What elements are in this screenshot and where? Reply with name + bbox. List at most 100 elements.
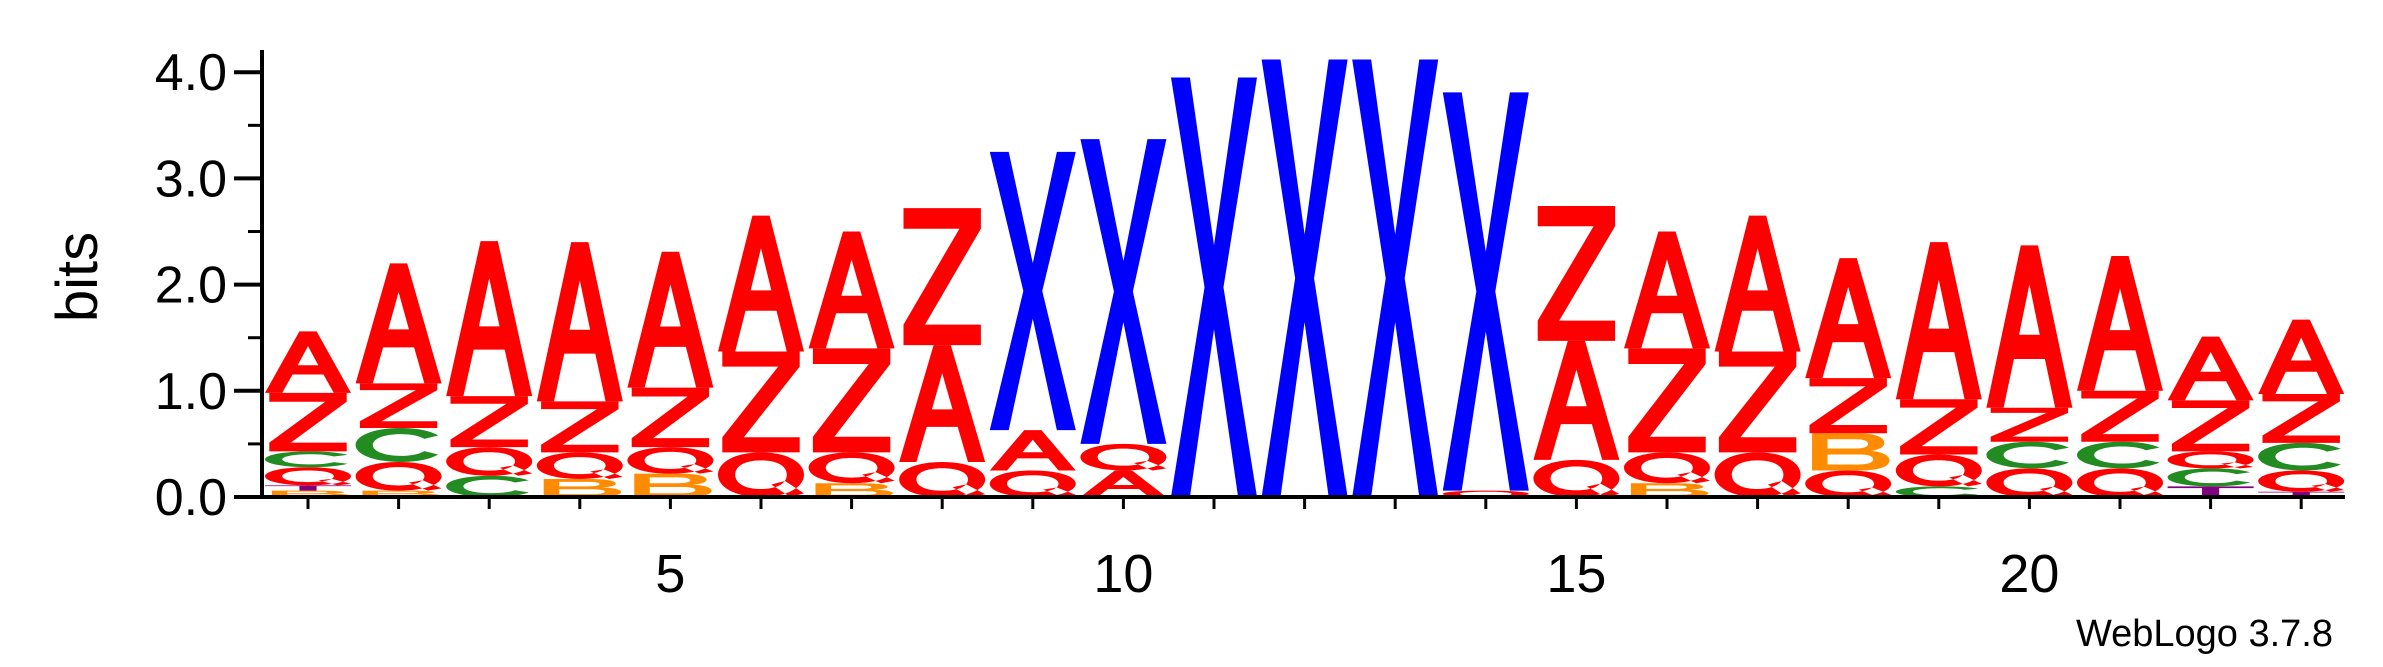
- letter-c-glyph: [2258, 442, 2341, 471]
- letter-q-glyph: [1080, 443, 1167, 471]
- letter-z-glyph: [722, 351, 800, 453]
- letter-a-glyph: [1533, 340, 1620, 460]
- stack-position-6: [718, 215, 804, 497]
- x-tick-label: 10: [1093, 544, 1153, 604]
- stack-position-19: [1895, 242, 1982, 497]
- letter-q-glyph: [1533, 459, 1620, 497]
- stack-position-2: [355, 263, 442, 497]
- letter-a-glyph: [2077, 255, 2163, 391]
- letter-c-glyph: [355, 427, 439, 462]
- letter-x-glyph: [1080, 139, 1167, 444]
- letter-b-glyph: [362, 490, 440, 497]
- letter-a-glyph: [989, 430, 1076, 471]
- letter-a-glyph: [355, 263, 442, 384]
- stack-position-13: [1352, 59, 1439, 497]
- stack-position-8: [899, 208, 986, 497]
- letter-q-glyph: [1624, 452, 1710, 484]
- stack-position-1: [265, 331, 351, 497]
- letter-z-glyph: [1628, 348, 1706, 453]
- stack-position-23: [2258, 319, 2345, 497]
- letter-q-glyph: [536, 452, 623, 479]
- letter-z-glyph: [1900, 399, 1978, 455]
- letter-a-glyph: [1714, 215, 1801, 352]
- letter-a-glyph: [2258, 319, 2345, 394]
- y-tick-label: 1.0: [155, 363, 227, 421]
- letter-q-glyph: [899, 461, 986, 497]
- x-tick-label: 20: [1999, 544, 2059, 604]
- letter-a-glyph: [627, 251, 714, 388]
- letter-c-glyph: [265, 451, 348, 468]
- letter-c-glyph: [1986, 441, 2069, 469]
- letter-a-glyph: [446, 241, 533, 397]
- letter-z-glyph: [631, 387, 710, 448]
- letter-stacks: [265, 59, 2345, 498]
- letter-a-glyph: [808, 231, 895, 349]
- letter-x-glyph: [1352, 59, 1439, 497]
- letter-t-glyph: [2258, 491, 2345, 497]
- y-tick-label: 0.0: [155, 469, 227, 527]
- stack-position-18: [1805, 258, 1892, 497]
- letter-z-glyph: [1537, 206, 1616, 341]
- letter-b-glyph: [1812, 433, 1890, 471]
- letter-q-glyph: [718, 452, 804, 497]
- axes: 0.0 1.0 2.0 3.0 4.0 5 10 15 20: [155, 44, 2345, 604]
- letter-a-glyph: [1624, 231, 1710, 349]
- letter-b-glyph: [815, 483, 893, 497]
- letter-q-glyph: [355, 461, 442, 491]
- letter-z-glyph: [2262, 394, 2340, 443]
- stack-position-9: [989, 151, 1076, 497]
- y-tick-label: 4.0: [155, 44, 227, 102]
- y-tick-label: 3.0: [155, 150, 227, 208]
- letter-q-glyph: [1895, 454, 1982, 487]
- letter-c-glyph: [2167, 468, 2251, 487]
- y-axis-label: bits: [45, 232, 110, 322]
- stack-position-17: [1714, 215, 1801, 497]
- letter-q-glyph: [1805, 470, 1892, 497]
- letter-z-glyph: [2171, 400, 2250, 452]
- letter-a-glyph: [1805, 258, 1892, 379]
- letter-z-glyph: [1718, 351, 1797, 453]
- letter-q-glyph: [446, 447, 533, 476]
- letter-b-glyph: [634, 473, 712, 497]
- letter-t-glyph: [265, 485, 351, 491]
- letter-t-glyph: [2167, 486, 2254, 497]
- letter-a-glyph: [899, 345, 986, 462]
- x-ticks: 5 10 15 20: [306, 497, 2303, 604]
- stack-position-22: [2167, 336, 2254, 497]
- letter-a-glyph: [2167, 336, 2254, 401]
- letter-z-glyph: [450, 396, 528, 448]
- stack-position-15: [1533, 206, 1620, 497]
- x-tick-label: 5: [655, 544, 685, 604]
- stack-position-12: [1261, 59, 1348, 497]
- x-tick-label: 15: [1546, 544, 1606, 604]
- stack-position-16: [1624, 231, 1710, 497]
- letter-a-glyph: [1895, 242, 1982, 400]
- letter-a-glyph: [1080, 470, 1167, 497]
- stack-position-20: [1986, 245, 2073, 497]
- letter-z-glyph: [269, 392, 347, 452]
- stack-position-3: [446, 241, 533, 497]
- letter-b-glyph: [1630, 483, 1709, 497]
- letter-z-glyph: [903, 208, 981, 346]
- letter-b-glyph: [543, 478, 622, 497]
- letter-z-glyph: [812, 348, 891, 453]
- letter-q-glyph: [2167, 451, 2254, 469]
- letter-z-glyph: [359, 383, 438, 428]
- letter-b-glyph: [271, 490, 350, 497]
- stack-position-11: [1171, 77, 1257, 498]
- y-ticks: 0.0 1.0 2.0 3.0 4.0: [155, 44, 262, 527]
- letter-q-glyph: [265, 467, 351, 486]
- letter-c-glyph: [2077, 441, 2160, 469]
- letter-z-glyph: [2081, 390, 2159, 442]
- letter-a-glyph: [536, 242, 623, 402]
- letter-z-glyph: [1990, 407, 2069, 442]
- letter-z-glyph: [1809, 378, 1887, 434]
- letter-q-glyph: [1714, 452, 1801, 497]
- letter-q-glyph: [989, 470, 1076, 497]
- stack-position-21: [2077, 255, 2163, 497]
- stack-position-10: [1080, 139, 1167, 497]
- letter-q-glyph: [2258, 470, 2345, 492]
- weblogo-version-label: WebLogo 3.7.8: [2076, 613, 2333, 655]
- letter-x-glyph: [1261, 59, 1348, 497]
